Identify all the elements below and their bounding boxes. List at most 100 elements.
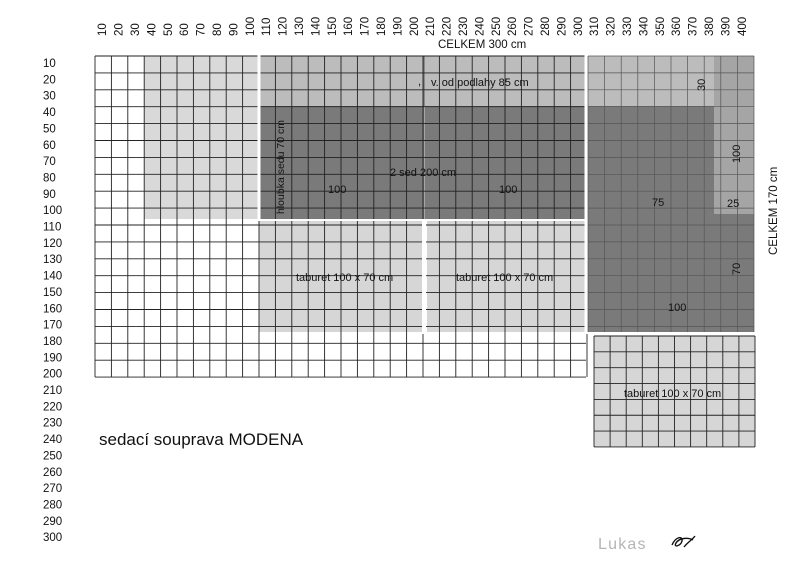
x-tick-label: 190 (392, 17, 404, 36)
y-tick-label: 40 (43, 107, 56, 119)
x-tick-label: 160 (343, 17, 355, 36)
x-tick-label: 240 (474, 17, 486, 36)
x-tick-label: 150 (327, 17, 339, 36)
corner-bottom-label: 100 (668, 302, 686, 314)
x-tick-label: 250 (491, 17, 503, 36)
x-tick-label: 10 (97, 23, 109, 36)
total-width-label: CELKEM 300 cm (438, 39, 526, 51)
x-tick-label: 210 (425, 17, 437, 36)
x-tick-label: 310 (589, 17, 601, 36)
x-tick-label: 290 (556, 17, 568, 36)
y-tick-label: 290 (43, 516, 62, 528)
taburet-middle-piece (427, 221, 585, 332)
y-tick-label: 210 (43, 385, 62, 397)
x-tick-label: 350 (655, 17, 667, 36)
x-tick-label: 180 (376, 17, 388, 36)
x-tick-label: 20 (114, 23, 126, 36)
x-tick-label: 130 (294, 17, 306, 36)
diagram-title: sedací souprava MODENA (99, 430, 304, 449)
y-tick-label: 160 (43, 303, 62, 315)
total-height-label: CELKEM 170 cm (768, 167, 780, 255)
y-scale-labels: 10 20 30 40 50 60 70 80 90 100 110 120 130 140 150 160 1… (43, 58, 62, 544)
corner-width-label: 75 (652, 197, 664, 209)
author-signature: Lukas (598, 536, 647, 553)
y-tick-label: 120 (43, 238, 62, 250)
x-tick-label: 300 (573, 17, 585, 36)
x-tick-label: 390 (720, 17, 732, 36)
x-tick-label: 220 (442, 17, 454, 36)
x-scale-labels: 10 20 30 40 50 60 70 80 90 100 110 120 130 140 150 160 1… (97, 17, 749, 36)
measurement-grid (94, 55, 756, 448)
backrest-main (259, 56, 585, 106)
y-tick-label: 280 (43, 499, 62, 511)
taburet-middle-label: taburet 100 x 70 cm (456, 272, 553, 284)
y-tick-label: 110 (43, 222, 61, 234)
x-tick-label: 260 (507, 17, 519, 36)
y-tick-label: 130 (43, 254, 62, 266)
x-tick-label: 370 (688, 17, 700, 36)
x-tick-label: 280 (540, 17, 552, 36)
y-tick-label: 190 (43, 352, 62, 364)
x-tick-label: 60 (179, 23, 191, 36)
y-tick-label: 90 (43, 189, 56, 201)
x-tick-label: 110 (261, 18, 273, 36)
x-tick-label: 90 (228, 23, 240, 36)
y-tick-label: 170 (43, 320, 62, 332)
y-tick-label: 230 (43, 418, 62, 430)
x-tick-label: 230 (458, 17, 470, 36)
y-tick-label: 300 (43, 532, 62, 544)
y-tick-label: 150 (43, 287, 62, 299)
panel-light-left (144, 56, 258, 219)
x-tick-label: 70 (196, 23, 208, 36)
taburet-left-label: taburet 100 x 70 cm (296, 272, 393, 284)
y-tick-label: 270 (43, 483, 62, 495)
x-tick-label: 30 (130, 23, 142, 36)
corner-back-25-label: 25 (727, 198, 739, 210)
y-tick-label: 70 (43, 156, 56, 168)
y-tick-label: 220 (43, 401, 62, 413)
piece-separators (257, 54, 588, 334)
signature-flourish-icon (671, 535, 696, 548)
y-tick-label: 10 (43, 58, 56, 70)
seat-depth-label: hloubka sedu 70 cm (275, 120, 287, 214)
y-tick-label: 250 (43, 450, 62, 462)
x-tick-label: 170 (360, 17, 372, 36)
x-tick-label: 40 (146, 23, 158, 36)
corner-70-label: 70 (731, 263, 743, 275)
y-tick-label: 60 (43, 140, 56, 152)
x-tick-label: 200 (409, 17, 421, 36)
y-tick-label: 20 (43, 74, 56, 86)
corner-backrest (588, 56, 714, 106)
seat-pair-label: 2 sed 200 cm (390, 167, 456, 179)
x-tick-label: 380 (704, 17, 716, 36)
x-tick-label: 100 (245, 17, 257, 36)
backrest-height-label: v. od podlahy 85 cm (431, 77, 529, 89)
y-tick-label: 30 (43, 91, 56, 103)
taburet-right-label: taburet 100 x 70 cm (624, 388, 721, 400)
x-tick-label: 120 (278, 17, 290, 36)
taburet-left-piece (259, 221, 422, 332)
seat-right-width-label: 100 (499, 184, 517, 196)
y-tick-label: 100 (43, 205, 62, 217)
x-tick-label: 270 (524, 17, 536, 36)
y-tick-label: 180 (43, 336, 62, 348)
y-tick-label: 50 (43, 123, 56, 135)
corner-back-100-label: 100 (731, 145, 743, 163)
y-tick-label: 140 (43, 271, 62, 283)
y-tick-label: 80 (43, 172, 56, 184)
x-tick-label: 330 (622, 17, 634, 36)
y-tick-label: 240 (43, 434, 62, 446)
x-tick-label: 400 (737, 17, 749, 36)
side-back (714, 56, 754, 214)
corner-back-30-label: 30 (696, 79, 708, 91)
x-tick-label: 360 (671, 17, 683, 36)
seat-left-width-label: 100 (328, 184, 346, 196)
x-tick-label: 140 (310, 17, 322, 36)
y-tick-label: 260 (43, 467, 62, 479)
backrest-mark: , (418, 76, 421, 88)
x-tick-label: 50 (163, 23, 175, 36)
y-tick-label: 200 (43, 369, 62, 381)
x-tick-label: 80 (212, 23, 224, 36)
x-tick-label: 340 (638, 17, 650, 36)
